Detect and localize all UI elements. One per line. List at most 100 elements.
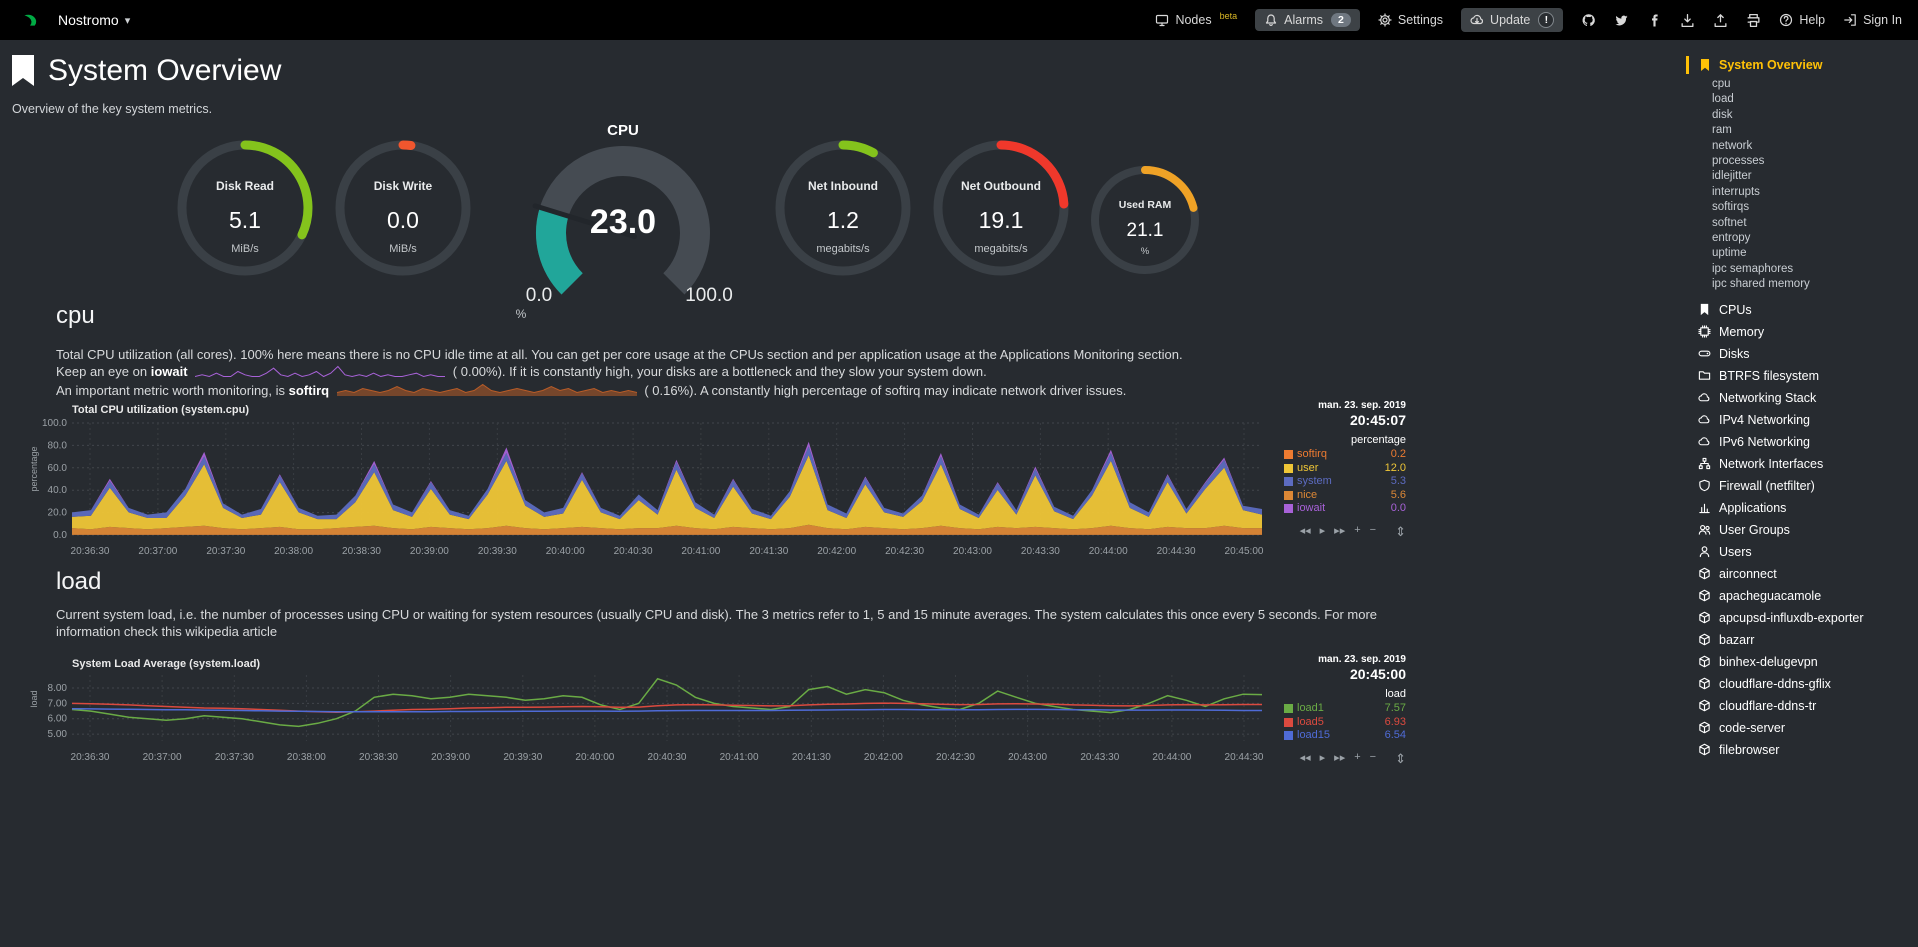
svg-text:20:39:00: 20:39:00 xyxy=(410,546,449,557)
twitter-link[interactable] xyxy=(1614,13,1629,28)
gauge-net-inbound[interactable]: Net Inbound 1.2 megabits/s xyxy=(764,138,922,283)
sidebar-item-firewall-netfilter-[interactable]: Firewall (netfilter) xyxy=(1686,475,1912,497)
sidebar-item-cloudflare-ddns-tr[interactable]: cloudflare-ddns-tr xyxy=(1686,695,1912,717)
user-icon xyxy=(1698,545,1711,558)
legend-item-system[interactable]: system 5.3 xyxy=(1284,475,1406,489)
svg-text:Disk Read: Disk Read xyxy=(216,179,274,193)
memory-icon xyxy=(1698,325,1711,338)
chart-plot-area[interactable]: 0.0 20.0 40.0 60.0 80.0 100.0 20:36:30 20:37:00… xyxy=(26,417,1270,557)
node-selector[interactable]: Nostromo ▾ xyxy=(58,12,130,28)
export-snapshot-button[interactable] xyxy=(1713,13,1728,28)
sidebar-item-users[interactable]: Users xyxy=(1686,541,1912,563)
facebook-link[interactable] xyxy=(1647,13,1662,28)
svg-text:20:44:30: 20:44:30 xyxy=(1157,546,1196,557)
netdata-logo-icon[interactable] xyxy=(16,5,46,35)
sidebar-item-btrfs-filesystem[interactable]: BTRFS filesystem xyxy=(1686,365,1912,387)
svg-text:MiB/s: MiB/s xyxy=(231,243,259,255)
sidebar-item-memory[interactable]: Memory xyxy=(1686,321,1912,343)
sidebar-item-filebrowser[interactable]: filebrowser xyxy=(1686,739,1912,761)
svg-text:20:38:00: 20:38:00 xyxy=(287,752,326,763)
legend-item-user[interactable]: user 12.0 xyxy=(1284,462,1406,476)
sidebar-subitem-processes[interactable]: processes xyxy=(1712,155,1765,168)
svg-text:%: % xyxy=(1141,246,1150,257)
sidebar-subitem-ipc-semaphores[interactable]: ipc semaphores xyxy=(1712,262,1794,275)
sidebar-item-cpus[interactable]: CPUs xyxy=(1686,299,1912,321)
legend-item-nice[interactable]: nice 5.6 xyxy=(1284,489,1406,503)
chart-legend: man. 23. sep. 2019 20:45:00 load load1 7.… xyxy=(1284,654,1406,767)
play-button[interactable]: ▸ xyxy=(1319,524,1326,537)
settings-button[interactable]: Settings xyxy=(1378,13,1443,27)
sidebar-subitem-ipc-shared-memory[interactable]: ipc shared memory xyxy=(1712,278,1810,291)
gauge-cpu[interactable]: CPU 23.0 0.0 100.0% xyxy=(482,122,764,326)
zoom-out-button[interactable]: − xyxy=(1369,523,1377,536)
update-button[interactable]: Update ! xyxy=(1461,8,1564,32)
gauge-disk-read[interactable]: Disk Read 5.1 MiB/s xyxy=(166,138,324,283)
play-button[interactable]: ▸ xyxy=(1319,751,1326,764)
sidebar-subitem-load[interactable]: load xyxy=(1712,93,1734,106)
wikipedia-link[interactable]: wikipedia article xyxy=(185,624,278,639)
sidebar-item-user-groups[interactable]: User Groups xyxy=(1686,519,1912,541)
sidebar-item-ipv6-networking[interactable]: IPv6 Networking xyxy=(1686,431,1912,453)
legend-item-load1[interactable]: load1 7.57 xyxy=(1284,702,1406,716)
import-snapshot-button[interactable] xyxy=(1680,13,1695,28)
sidebar-menu: System Overview cpu load disk ram network pro… xyxy=(1686,40,1918,947)
shield-icon xyxy=(1698,479,1711,492)
sidebar-item-binhex-delugevpn[interactable]: binhex-delugevpn xyxy=(1686,651,1912,673)
sidebar-subitem-softnet[interactable]: softnet xyxy=(1712,216,1747,229)
sidebar-item-ipv4-networking[interactable]: IPv4 Networking xyxy=(1686,409,1912,431)
legend-swatch xyxy=(1284,504,1293,514)
pan-backward-button[interactable]: ◂◂ xyxy=(1299,751,1311,764)
sidebar-subitem-ram[interactable]: ram xyxy=(1712,124,1732,137)
alarms-button[interactable]: Alarms 2 xyxy=(1255,9,1360,31)
print-button[interactable] xyxy=(1746,13,1761,28)
sidebar-item-code-server[interactable]: code-server xyxy=(1686,717,1912,739)
legend-item-iowait[interactable]: iowait 0.0 xyxy=(1284,502,1406,516)
sidebar-item-system-overview[interactable]: System Overview xyxy=(1686,56,1912,74)
sidebar-item-network-interfaces[interactable]: Network Interfaces xyxy=(1686,453,1912,475)
sidebar-item-apcupsd-influxdb-exporter[interactable]: apcupsd-influxdb-exporter xyxy=(1686,607,1912,629)
cube-icon xyxy=(1698,589,1711,602)
legend-time: 20:45:00 xyxy=(1349,666,1406,682)
svg-text:100.0: 100.0 xyxy=(42,418,67,429)
pan-forward-button[interactable]: ▸▸ xyxy=(1334,524,1346,537)
github-link[interactable] xyxy=(1581,13,1596,28)
sidebar-item-apacheguacamole[interactable]: apacheguacamole xyxy=(1686,585,1912,607)
sidebar-item-bazarr[interactable]: bazarr xyxy=(1686,629,1912,651)
sidebar-subitem-idlejitter[interactable]: idlejitter xyxy=(1712,170,1752,183)
iowait-sparkline[interactable] xyxy=(195,364,446,382)
zoom-in-button[interactable]: + xyxy=(1354,523,1361,536)
gauge-disk-write[interactable]: Disk Write 0.0 MiB/s xyxy=(324,138,482,283)
svg-text:20:40:00: 20:40:00 xyxy=(546,546,585,557)
sidebar-subitem-interrupts[interactable]: interrupts xyxy=(1712,185,1760,198)
softirq-sparkline[interactable] xyxy=(336,382,637,400)
help-button[interactable]: Help xyxy=(1779,13,1825,27)
pan-backward-button[interactable]: ◂◂ xyxy=(1299,524,1311,537)
legend-item-load15[interactable]: load15 6.54 xyxy=(1284,729,1406,743)
chart-plot-area[interactable]: 8.00 7.00 6.00 5.00 20:36:30 20:37:00 20:37:30… xyxy=(26,671,1270,763)
legend-item-softirq[interactable]: softirq 0.2 xyxy=(1284,448,1406,462)
gauge-net-outbound[interactable]: Net Outbound 19.1 megabits/s xyxy=(922,138,1080,283)
signin-button[interactable]: Sign In xyxy=(1843,13,1902,27)
resize-handle[interactable]: ⇕ xyxy=(1395,523,1406,539)
sidebar-subitem-network[interactable]: network xyxy=(1712,139,1753,152)
sidebar-subitem-disk[interactable]: disk xyxy=(1712,108,1733,121)
zoom-in-button[interactable]: + xyxy=(1354,750,1361,763)
svg-text:20:43:30: 20:43:30 xyxy=(1021,546,1060,557)
sidebar-subitem-softirqs[interactable]: softirqs xyxy=(1712,201,1750,214)
sidebar-item-disks[interactable]: Disks xyxy=(1686,343,1912,365)
sidebar-subitem-entropy[interactable]: entropy xyxy=(1712,232,1751,245)
sidebar-item-airconnect[interactable]: airconnect xyxy=(1686,563,1912,585)
zoom-out-button[interactable]: − xyxy=(1369,750,1377,763)
gauge-used-ram[interactable]: Used RAM 21.1% xyxy=(1080,164,1210,281)
svg-text:20:38:00: 20:38:00 xyxy=(274,546,313,557)
sidebar-item-cloudflare-ddns-gflix[interactable]: cloudflare-ddns-gflix xyxy=(1686,673,1912,695)
sidebar-subitem-cpu[interactable]: cpu xyxy=(1712,78,1731,90)
legend-item-load5[interactable]: load5 6.93 xyxy=(1284,716,1406,730)
sidebar-item-applications[interactable]: Applications xyxy=(1686,497,1912,519)
svg-text:0.0: 0.0 xyxy=(387,207,419,233)
pan-forward-button[interactable]: ▸▸ xyxy=(1334,751,1346,764)
sidebar-item-networking-stack[interactable]: Networking Stack xyxy=(1686,387,1912,409)
sidebar-subitem-uptime[interactable]: uptime xyxy=(1712,247,1747,260)
nodes-button[interactable]: Nodes beta xyxy=(1155,11,1237,27)
resize-handle[interactable]: ⇕ xyxy=(1395,750,1406,766)
